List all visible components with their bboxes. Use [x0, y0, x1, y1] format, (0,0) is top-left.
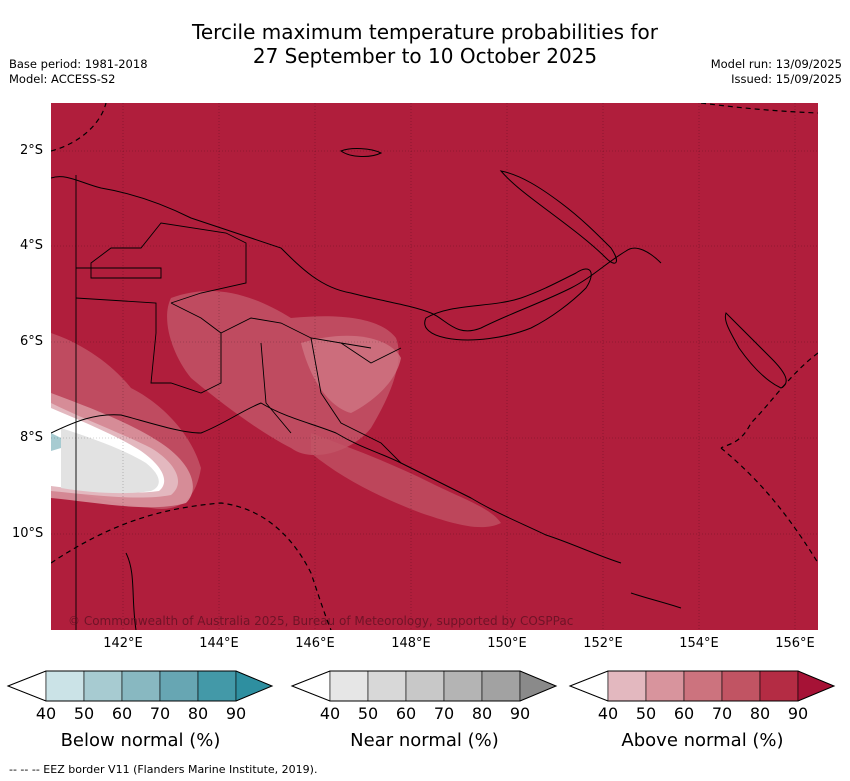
model-name: Model: ACCESS-S2	[9, 72, 116, 86]
colorbar-label-near-normal: Near normal (%)	[350, 730, 499, 751]
cbar-below-tick-90: 90	[225, 704, 247, 723]
manus	[339, 148, 383, 157]
new-ireland	[499, 170, 617, 264]
cbar-below-seg-0	[7, 670, 47, 702]
cbar-near-tick-70: 70	[433, 704, 455, 723]
cbar-below-tick-80: 80	[187, 704, 209, 723]
colorbar-label-above-normal: Above normal (%)	[621, 730, 784, 751]
cbar-near-tick-40: 40	[319, 704, 341, 723]
lon-label-146e: 146°E	[295, 636, 335, 651]
eez-borders	[51, 103, 818, 630]
colorbar-label-below-normal: Below normal (%)	[60, 730, 221, 751]
probability-map	[51, 103, 818, 630]
eez-legend: -- -- -- EEZ border V11 (Flanders Marine…	[9, 763, 318, 776]
cbar-below-seg-6	[235, 670, 273, 702]
lon-label-152e: 152°E	[583, 636, 623, 651]
cbar-near-seg-0	[291, 670, 331, 702]
cbar-below-seg-4	[159, 670, 199, 702]
cbar-near-tick-90: 90	[509, 704, 531, 723]
cbar-below-tick-40: 40	[35, 704, 57, 723]
meta-right: Model run: 13/09/2025 Issued: 15/09/2025	[711, 57, 842, 87]
new-guinea-north-coast	[51, 176, 662, 332]
cbar-near-seg-2	[367, 670, 407, 702]
colorbar-near-normal	[290, 670, 558, 702]
lat-label-10s: 10°S	[12, 526, 44, 541]
new-britain	[424, 268, 592, 341]
lon-label-148e: 148°E	[391, 636, 431, 651]
base-period: Base period: 1981-2018	[9, 57, 148, 71]
province-borders	[75, 175, 402, 630]
cbar-above-tick-40: 40	[597, 704, 619, 723]
cbar-above-seg-5	[759, 670, 799, 702]
cbar-below-seg-3	[121, 670, 161, 702]
chart-title: Tercile maximum temperature probabilitie…	[0, 20, 850, 68]
prob-zone-70-east	[301, 335, 401, 413]
cbar-near-seg-4	[443, 670, 483, 702]
cbar-above-tick-60: 60	[673, 704, 695, 723]
lon-label-150e: 150°E	[487, 636, 527, 651]
lat-label-4s: 4°S	[20, 238, 44, 253]
cbar-below-seg-1	[45, 670, 85, 702]
cbar-above-seg-6	[797, 670, 835, 702]
bougainville	[724, 312, 787, 389]
cbar-below-tick-60: 60	[111, 704, 133, 723]
cbar-above-seg-1	[607, 670, 647, 702]
map-background	[51, 103, 818, 630]
cbar-above-seg-3	[683, 670, 723, 702]
cape-york	[125, 552, 137, 630]
cbar-below-tick-50: 50	[73, 704, 95, 723]
lon-label-154e: 154°E	[679, 636, 719, 651]
prob-zone-60	[167, 290, 399, 456]
map-copyright: © Commonwealth of Australia 2025, Bureau…	[68, 614, 574, 628]
cbar-above-seg-4	[721, 670, 761, 702]
model-run: Model run: 13/09/2025	[710, 57, 842, 71]
cbar-near-tick-80: 80	[471, 704, 493, 723]
cbar-near-seg-6	[519, 670, 557, 702]
issued-date: Issued: 15/09/2025	[731, 72, 842, 86]
cbar-near-seg-5	[481, 670, 521, 702]
lat-label-2s: 2°S	[20, 143, 44, 158]
cbar-near-seg-3	[405, 670, 445, 702]
title-line-2: 27 September to 10 October 2025	[252, 44, 598, 68]
lat-label-8s: 8°S	[20, 430, 44, 445]
cbar-above-tick-50: 50	[635, 704, 657, 723]
cbar-near-seg-1	[329, 670, 369, 702]
near-normal-grey	[61, 428, 159, 494]
prob-zone-60-south	[311, 433, 501, 528]
cbar-above-tick-90: 90	[787, 704, 809, 723]
lon-label-142e: 142°E	[103, 636, 143, 651]
colorbar-below-normal	[6, 670, 274, 702]
title-line-1: Tercile maximum temperature probabilitie…	[192, 20, 658, 44]
cbar-above-tick-70: 70	[711, 704, 733, 723]
louisiade	[630, 592, 682, 609]
below-normal-spot	[51, 433, 61, 451]
lat-label-6s: 6°S	[20, 334, 44, 349]
cbar-above-seg-0	[569, 670, 609, 702]
new-guinea-south-coast	[51, 402, 622, 564]
lon-label-144e: 144°E	[199, 636, 239, 651]
cbar-below-seg-5	[197, 670, 237, 702]
lon-label-156e: 156°E	[775, 636, 815, 651]
meta-left: Base period: 1981-2018 Model: ACCESS-S2	[9, 57, 148, 87]
colorbar-above-normal	[568, 670, 836, 702]
cbar-below-seg-2	[83, 670, 123, 702]
cbar-below-tick-70: 70	[149, 704, 171, 723]
graticule	[51, 103, 818, 630]
cbar-above-tick-80: 80	[749, 704, 771, 723]
cbar-near-tick-50: 50	[357, 704, 379, 723]
cbar-near-tick-60: 60	[395, 704, 417, 723]
coastlines	[51, 148, 787, 630]
cbar-above-seg-2	[645, 670, 685, 702]
